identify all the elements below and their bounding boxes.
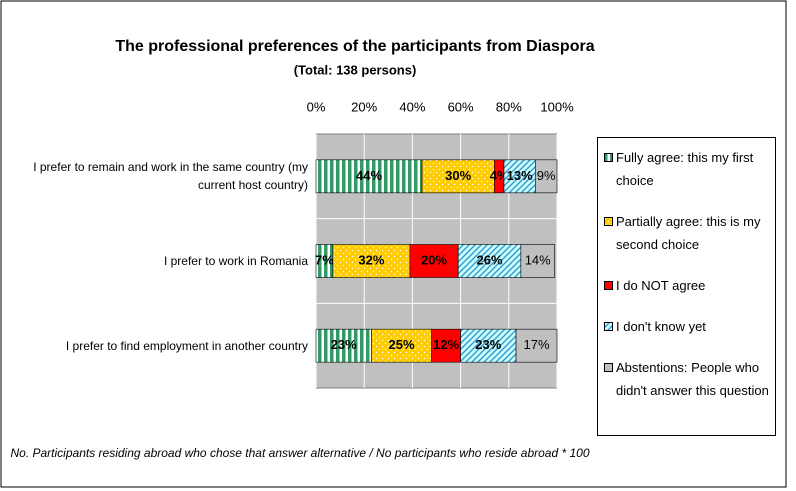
x-tick-label: 20%	[351, 99, 377, 114]
bar-segment	[315, 328, 372, 363]
legend-label: Partially agree: this is my second choic…	[616, 214, 761, 252]
value-label: 7%	[315, 252, 334, 267]
bar-segment	[520, 244, 555, 278]
legend-swatch-fill	[604, 322, 613, 331]
x-tick-label: 40%	[399, 99, 425, 114]
legend-swatch	[604, 322, 613, 331]
bar-segment	[503, 159, 536, 194]
bar-segment	[457, 244, 522, 278]
value-label: 26%	[477, 252, 503, 267]
x-tick-label: 80%	[496, 99, 522, 114]
legend: Fully agree: this my first choice Partial…	[597, 137, 776, 436]
category-label: I prefer to find employment in another c…	[65, 338, 308, 353]
x-tick-label: 100%	[540, 99, 574, 114]
footnote: No. Participants residing abroad who cho…	[10, 446, 590, 460]
bar-segment	[371, 328, 432, 363]
bar-segment	[421, 159, 495, 194]
legend-item: Fully agree: this my first choice	[604, 146, 769, 192]
value-label: 12%	[433, 337, 459, 352]
legend-swatch-fill	[604, 281, 613, 290]
bar-segment	[535, 159, 558, 194]
value-label: 30%	[445, 168, 471, 183]
category-label: I prefer to work in Romania	[163, 254, 308, 268]
bar-segment	[515, 328, 558, 363]
legend-swatch-fill	[604, 153, 613, 162]
legend-item: I don't know yet	[604, 315, 769, 338]
chart-title: The professional preferences of the part…	[115, 38, 594, 55]
value-label: 32%	[358, 252, 384, 267]
value-label: 23%	[331, 337, 357, 352]
chart-subtitle: (Total: 138 persons)	[294, 62, 417, 77]
value-label: 23%	[475, 337, 501, 352]
bar-segment	[431, 328, 461, 363]
category-label: I prefer to remain and work in the same …	[33, 160, 308, 193]
legend-label: Fully agree: this my first choice	[616, 150, 754, 188]
value-label: 44%	[356, 168, 382, 183]
legend-label: I don't know yet	[616, 319, 706, 334]
legend-swatch-fill	[604, 363, 613, 372]
legend-swatch	[604, 153, 613, 162]
value-label: 14%	[525, 252, 551, 267]
legend-label: Abstentions: People who didn't answer th…	[616, 360, 769, 398]
bar-segment	[460, 328, 517, 363]
value-label: 17%	[523, 337, 549, 352]
value-label: 25%	[389, 337, 415, 352]
legend-item: Abstentions: People who didn't answer th…	[604, 356, 769, 402]
legend-swatch	[604, 281, 613, 290]
legend-label: I do NOT agree	[616, 278, 706, 293]
x-tick-label: 0%	[307, 99, 326, 114]
value-label: 13%	[507, 168, 533, 183]
legend-swatch-fill	[604, 217, 613, 226]
value-label: 9%	[537, 168, 556, 183]
legend-swatch	[604, 363, 613, 372]
legend-item: I do NOT agree	[604, 274, 769, 297]
legend-swatch	[604, 217, 613, 226]
value-label: 20%	[421, 252, 447, 267]
legend-item: Partially agree: this is my second choic…	[604, 210, 769, 256]
x-tick-label: 60%	[448, 99, 474, 114]
